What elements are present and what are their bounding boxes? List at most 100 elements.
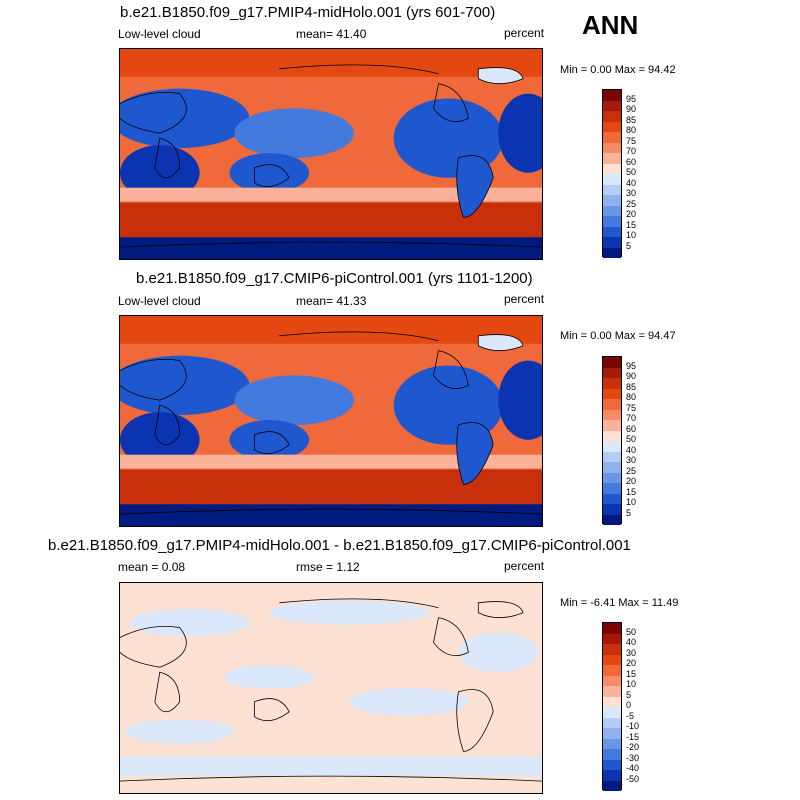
colorbar-swatch	[603, 686, 621, 697]
colorbar-swatch	[603, 111, 621, 122]
panel3-units-label: percent	[504, 559, 545, 573]
colorbar-tick-label: 80	[626, 125, 637, 135]
colorbar-tick-label: 10	[626, 497, 637, 507]
colorbar-swatch	[603, 132, 621, 143]
colorbar-tick-label: 75	[626, 135, 637, 146]
colorbar-tick-label: 75	[626, 402, 637, 413]
colorbar-swatch	[603, 247, 621, 258]
colorbar-swatch	[603, 441, 621, 452]
colorbar-tick-label: 10	[626, 679, 637, 689]
panel2-units-label: percent	[504, 292, 545, 306]
colorbar-swatch	[603, 184, 621, 195]
panel3-title: b.e21.B1850.f09_g17.PMIP4-midHolo.001 - …	[48, 537, 631, 554]
colorbar-tick-label: 80	[626, 392, 637, 402]
colorbar-tick-label: 60	[626, 423, 637, 434]
panel1-map	[119, 48, 543, 260]
colorbar-swatch	[603, 226, 621, 237]
colorbar-swatch	[603, 493, 621, 504]
colorbar-tick-label: 50	[626, 626, 637, 637]
colorbar-swatch	[603, 216, 621, 227]
colorbar-tick-label: 95	[626, 93, 637, 104]
colorbar-swatch	[603, 504, 621, 515]
colorbar-swatch	[603, 367, 621, 378]
panel2-variable-label: Low-level cloud	[118, 294, 201, 308]
panel1-variable-label: Low-level cloud	[118, 27, 201, 41]
panel2-title: b.e21.B1850.f09_g17.CMIP6-piControl.001 …	[136, 270, 533, 287]
colorbar-swatch	[603, 483, 621, 494]
panel3-map	[119, 582, 543, 794]
colorbar-swatch	[603, 707, 621, 718]
colorbar-tick-label: -10	[626, 721, 640, 731]
colorbar-swatch	[603, 121, 621, 132]
colorbar-swatch	[603, 451, 621, 462]
colorbar-tick-label: 70	[626, 146, 637, 156]
colorbar-swatch	[603, 623, 621, 634]
colorbar-tick-label: 85	[626, 381, 637, 392]
colorbar-tick-label: 40	[626, 637, 637, 647]
colorbar-swatch	[603, 163, 621, 174]
season-label: ANN	[582, 10, 639, 40]
panel1-units-label: percent	[504, 26, 545, 40]
colorbar-swatch	[603, 142, 621, 153]
colorbar-tick-label: 15	[626, 486, 637, 497]
colorbar-tick-label: 25	[626, 465, 637, 476]
colorbar-tick-label: 40	[626, 177, 637, 188]
colorbar-tick-label: 30	[626, 455, 637, 465]
panel3-mean-label: mean = 0.08	[118, 560, 186, 574]
colorbar-swatch	[603, 675, 621, 686]
colorbar-tick-label: 20	[626, 476, 637, 486]
panel3-colorbar	[602, 622, 622, 791]
panel2-colorbar	[602, 356, 622, 525]
panel3-min-max: Min = -6.41 Max = 11.49	[560, 597, 679, 609]
colorbar-tick-label: 50	[626, 434, 637, 444]
colorbar-swatch	[603, 174, 621, 185]
colorbar-swatch	[603, 770, 621, 781]
panel1-title: b.e21.B1850.f09_g17.PMIP4-midHolo.001 (y…	[120, 4, 496, 21]
colorbar-swatch	[603, 237, 621, 248]
colorbar-tick-label: 5	[626, 240, 632, 251]
colorbar-swatch	[603, 514, 621, 525]
colorbar-tick-label: 0	[626, 700, 632, 710]
colorbar-tick-label: 20	[626, 209, 637, 219]
colorbar-swatch	[603, 728, 621, 739]
panel2-min-max: Min = 0.00 Max = 94.47	[560, 330, 676, 342]
colorbar-swatch	[603, 153, 621, 164]
colorbar-tick-label: 60	[626, 156, 637, 167]
colorbar-tick-label: 5	[626, 507, 632, 518]
colorbar-tick-label: 15	[626, 219, 637, 230]
colorbar-tick-label: -5	[626, 710, 635, 721]
colorbar-swatch	[603, 357, 621, 368]
colorbar-tick-label: 50	[626, 167, 637, 177]
colorbar-tick-label: -50	[626, 773, 640, 784]
colorbar-tick-label: 20	[626, 658, 637, 668]
colorbar-tick-label: 30	[626, 188, 637, 198]
colorbar-swatch	[603, 759, 621, 770]
colorbar-swatch	[603, 665, 621, 676]
colorbar-swatch	[603, 462, 621, 473]
colorbar-tick-label: 85	[626, 114, 637, 125]
colorbar-swatch	[603, 388, 621, 399]
colorbar-swatch	[603, 654, 621, 665]
colorbar-tick-label: 30	[626, 647, 637, 658]
colorbar-tick-label: 5	[626, 689, 632, 700]
colorbar-tick-label: 95	[626, 360, 637, 371]
panel1-mean-label: mean= 41.40	[296, 27, 367, 41]
colorbar-tick-label: 70	[626, 413, 637, 423]
colorbar-tick-label: -15	[626, 731, 640, 742]
colorbar-swatch	[603, 420, 621, 431]
panel2-map	[119, 315, 543, 527]
panel1-min-max: Min = 0.00 Max = 94.42	[560, 64, 676, 76]
colorbar-tick-label: -20	[626, 742, 640, 752]
colorbar-swatch	[603, 409, 621, 420]
colorbar-swatch	[603, 100, 621, 111]
panel3-rmse-label: rmse = 1.12	[296, 560, 360, 574]
colorbar-swatch	[603, 738, 621, 749]
colorbar-swatch	[603, 644, 621, 655]
panel2-mean-label: mean= 41.33	[296, 294, 367, 308]
colorbar-swatch	[603, 780, 621, 791]
colorbar-swatch	[603, 633, 621, 644]
colorbar-tick-label: 25	[626, 198, 637, 209]
colorbar-swatch	[603, 90, 621, 101]
colorbar-tick-label: -30	[626, 752, 640, 763]
colorbar-tick-label: 90	[626, 371, 637, 381]
